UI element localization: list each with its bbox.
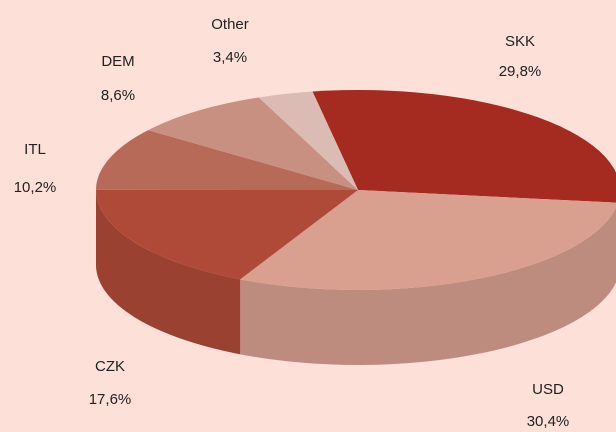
slice: [312, 90, 616, 203]
slice-side: [96, 190, 241, 355]
slice: [96, 189, 358, 280]
slice-value-label: 3,4%: [213, 49, 247, 66]
slice-name: ITL: [24, 141, 46, 158]
slice-value-label: 29,8%: [499, 63, 542, 80]
slice-name: USD: [532, 381, 564, 398]
slice-name: CZK: [95, 358, 125, 375]
slice-value-label: 30,4%: [527, 413, 570, 430]
slice-value-label: 8,6%: [101, 87, 135, 104]
slice: [240, 190, 616, 290]
slice: [258, 91, 358, 190]
slice: [148, 97, 358, 190]
slice: [96, 130, 359, 190]
slice-value-label: 17,6%: [89, 391, 132, 408]
slice-side: [240, 207, 616, 365]
slice-name: SKK: [505, 33, 535, 50]
slice-side-shade: [240, 207, 616, 365]
slice-name: DEM: [101, 53, 134, 70]
slice-value-label: 10,2%: [14, 179, 57, 196]
slice-side-shade: [96, 190, 241, 355]
slice-name: Other: [211, 16, 249, 33]
